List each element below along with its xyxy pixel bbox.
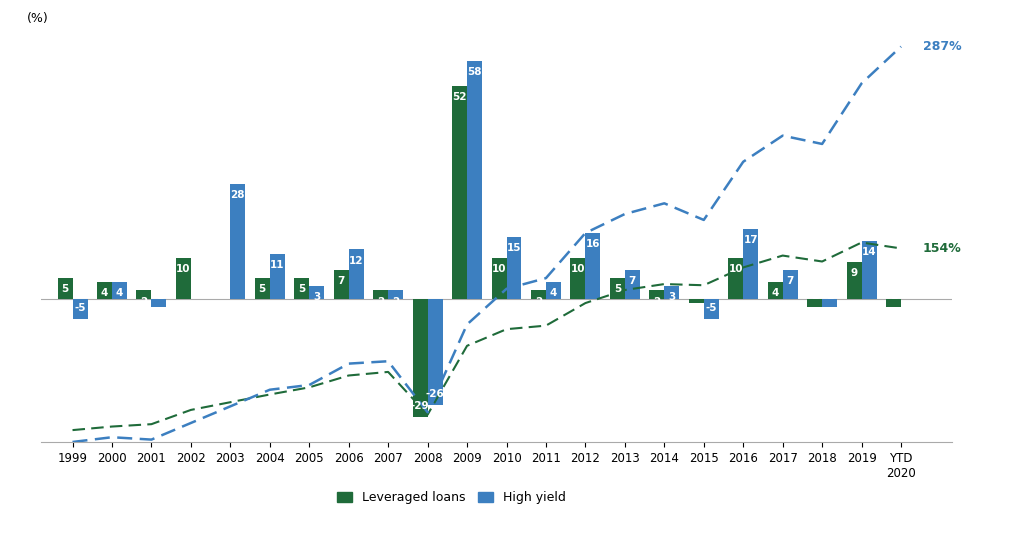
Text: 2: 2: [140, 296, 147, 307]
Bar: [886, 299, 901, 307]
Bar: [112, 282, 127, 299]
Bar: [782, 270, 798, 299]
Text: 5: 5: [61, 284, 69, 294]
Bar: [388, 291, 403, 299]
Text: 154%: 154%: [923, 242, 962, 255]
Text: 2: 2: [653, 296, 660, 307]
Bar: [847, 262, 861, 299]
Text: (%): (%): [28, 12, 49, 25]
Text: 10: 10: [728, 264, 743, 274]
Text: -1: -1: [690, 287, 702, 296]
Text: 5: 5: [259, 284, 266, 294]
Text: 17: 17: [743, 235, 758, 245]
Text: 4: 4: [116, 288, 123, 299]
Text: -29: -29: [411, 401, 429, 411]
Bar: [665, 286, 679, 299]
Text: -2: -2: [888, 291, 899, 301]
Text: 11: 11: [270, 260, 285, 270]
Text: -2: -2: [809, 291, 820, 301]
Text: 12: 12: [349, 255, 364, 266]
Bar: [467, 61, 482, 299]
Text: -5: -5: [706, 303, 717, 313]
Text: 0: 0: [905, 305, 912, 315]
Bar: [334, 270, 349, 299]
Bar: [768, 282, 782, 299]
Bar: [57, 278, 73, 299]
Bar: [861, 241, 877, 299]
Bar: [531, 291, 546, 299]
Bar: [546, 282, 561, 299]
Bar: [703, 299, 719, 319]
Bar: [136, 291, 152, 299]
Text: 4: 4: [771, 288, 779, 299]
Bar: [728, 258, 743, 299]
Bar: [294, 278, 309, 299]
Bar: [452, 86, 467, 299]
Text: 5: 5: [298, 284, 305, 294]
Bar: [309, 286, 325, 299]
Text: 3: 3: [669, 293, 676, 302]
Bar: [570, 258, 586, 299]
Bar: [807, 299, 822, 307]
Bar: [349, 250, 364, 299]
Bar: [649, 291, 665, 299]
Bar: [413, 299, 428, 417]
Text: -2: -2: [824, 291, 836, 301]
Text: 58: 58: [467, 67, 482, 77]
Bar: [610, 278, 625, 299]
Bar: [373, 291, 388, 299]
Text: 5: 5: [613, 284, 621, 294]
Bar: [230, 184, 246, 299]
Text: 2: 2: [377, 296, 384, 307]
Text: -5: -5: [75, 303, 86, 313]
Bar: [507, 237, 521, 299]
Text: 9: 9: [851, 268, 858, 278]
Text: 10: 10: [176, 264, 190, 274]
Bar: [428, 299, 442, 405]
Text: 2: 2: [535, 296, 542, 307]
Text: 7: 7: [786, 276, 794, 286]
Text: 4: 4: [100, 288, 109, 299]
Text: 14: 14: [862, 247, 877, 258]
Bar: [255, 278, 269, 299]
Text: -2: -2: [154, 291, 165, 301]
Text: 28: 28: [230, 190, 245, 200]
Text: 4: 4: [550, 288, 557, 299]
Text: 16: 16: [586, 239, 600, 249]
Text: 10: 10: [570, 264, 585, 274]
Text: 287%: 287%: [923, 40, 962, 53]
Bar: [492, 258, 507, 299]
Bar: [176, 258, 190, 299]
Bar: [625, 270, 640, 299]
Legend: Leveraged loans, High yield: Leveraged loans, High yield: [332, 487, 570, 509]
Bar: [822, 299, 837, 307]
Bar: [586, 233, 600, 299]
Text: 10: 10: [492, 264, 506, 274]
Text: -26: -26: [426, 389, 444, 399]
Text: 52: 52: [453, 92, 467, 102]
Text: 15: 15: [507, 243, 521, 253]
Bar: [689, 299, 703, 303]
Text: 2: 2: [392, 296, 399, 307]
Bar: [269, 253, 285, 299]
Text: 3: 3: [313, 293, 321, 302]
Bar: [152, 299, 167, 307]
Bar: [73, 299, 87, 319]
Text: 7: 7: [338, 276, 345, 286]
Bar: [97, 282, 112, 299]
Text: 7: 7: [629, 276, 636, 286]
Bar: [743, 229, 758, 299]
